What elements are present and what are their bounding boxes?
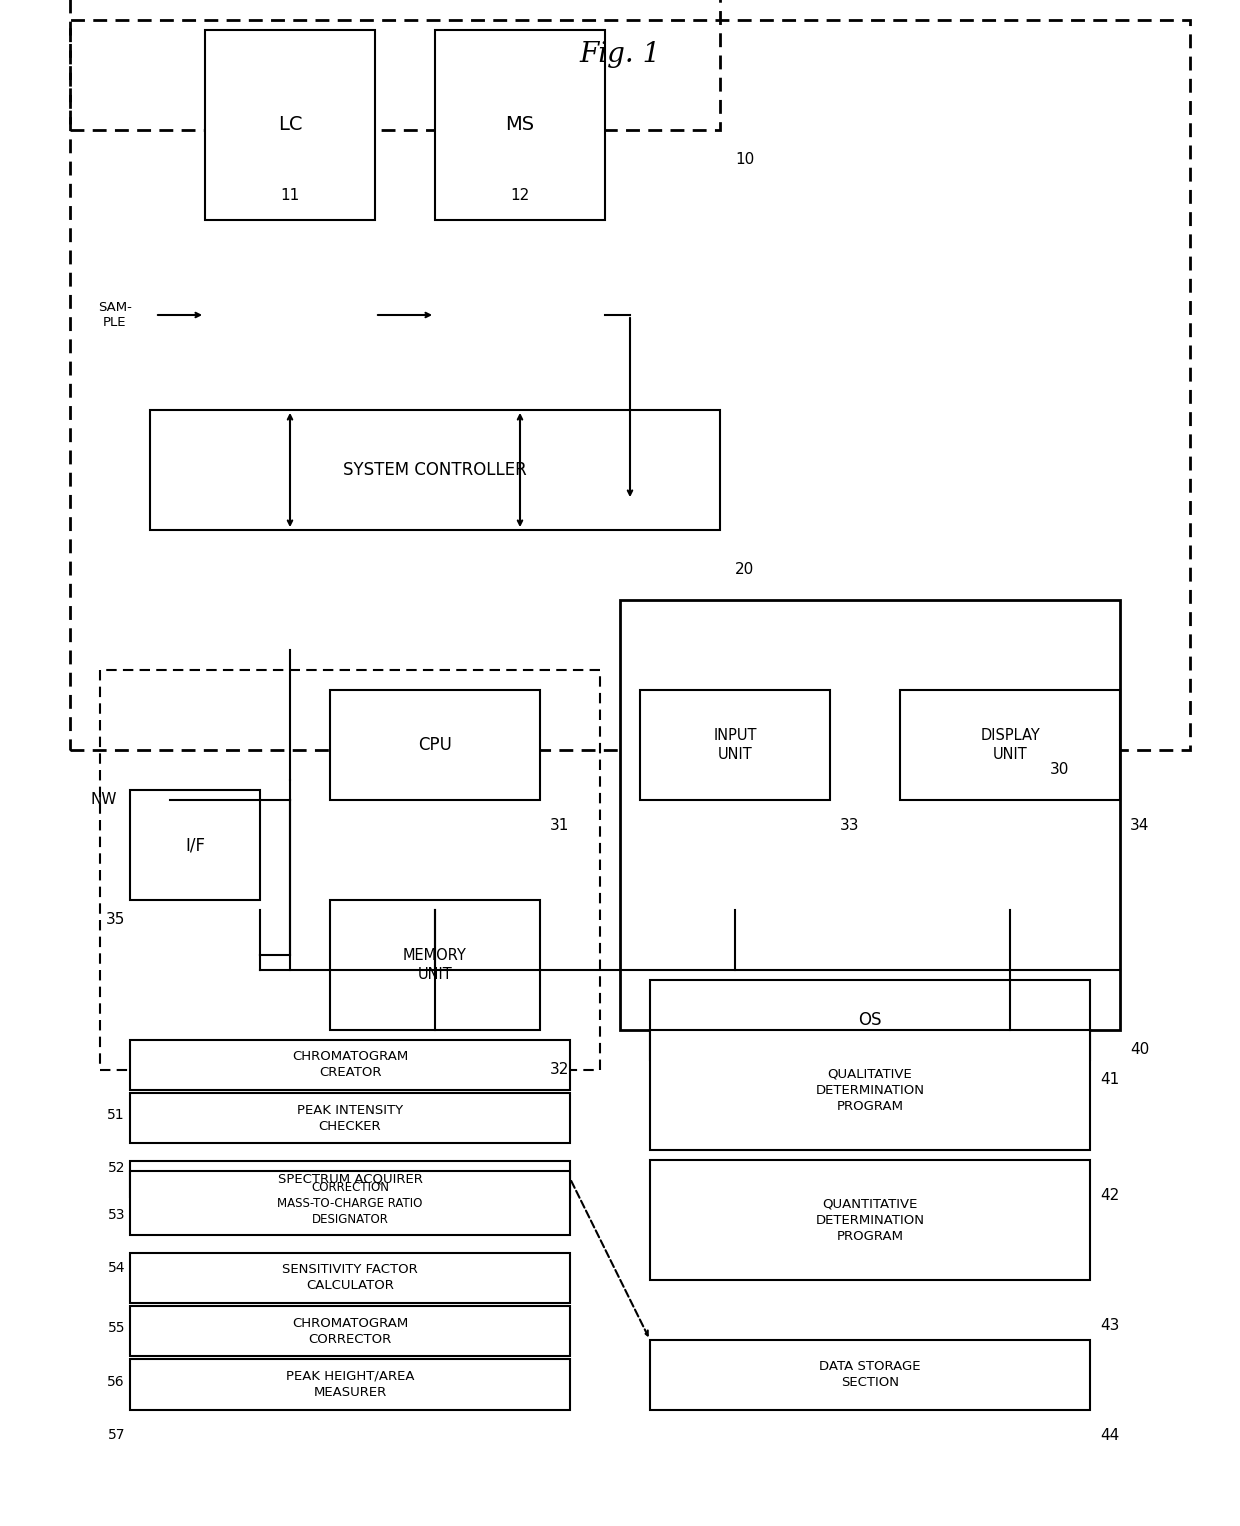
Text: INPUT
UNIT: INPUT UNIT xyxy=(713,728,756,761)
Text: 57: 57 xyxy=(108,1428,125,1442)
Text: DATA STORAGE
SECTION: DATA STORAGE SECTION xyxy=(820,1361,921,1390)
Text: QUALITATIVE
DETERMINATION
PROGRAM: QUALITATIVE DETERMINATION PROGRAM xyxy=(816,1068,925,1112)
Text: 54: 54 xyxy=(108,1260,125,1274)
Text: SENSITIVITY FACTOR
CALCULATOR: SENSITIVITY FACTOR CALCULATOR xyxy=(283,1264,418,1293)
Bar xyxy=(330,690,539,800)
Text: SPECTRUM ACQUIRER: SPECTRUM ACQUIRER xyxy=(278,1172,423,1186)
Text: 12: 12 xyxy=(511,188,529,203)
Text: PEAK INTENSITY
CHECKER: PEAK INTENSITY CHECKER xyxy=(296,1103,403,1132)
Bar xyxy=(435,31,605,220)
Text: SYSTEM CONTROLLER: SYSTEM CONTROLLER xyxy=(343,461,527,479)
Bar xyxy=(650,1340,1090,1410)
Text: CPU: CPU xyxy=(418,736,451,754)
Text: CORRECTION
MASS-TO-CHARGE RATIO
DESIGNATOR: CORRECTION MASS-TO-CHARGE RATIO DESIGNAT… xyxy=(278,1181,423,1225)
Bar xyxy=(650,980,1090,1061)
Text: 35: 35 xyxy=(105,913,125,928)
Bar xyxy=(205,31,374,220)
Bar xyxy=(900,690,1120,800)
Bar xyxy=(650,1160,1090,1280)
Bar xyxy=(130,1360,570,1410)
Text: 31: 31 xyxy=(551,818,569,833)
Text: 42: 42 xyxy=(1100,1187,1120,1202)
Text: DISPLAY
UNIT: DISPLAY UNIT xyxy=(980,728,1040,761)
Bar xyxy=(100,670,600,1070)
Text: 43: 43 xyxy=(1100,1317,1120,1332)
Text: LC: LC xyxy=(278,116,303,134)
Text: Fig. 1: Fig. 1 xyxy=(579,41,661,69)
Text: OS: OS xyxy=(858,1012,882,1029)
Text: 44: 44 xyxy=(1100,1427,1120,1442)
Bar xyxy=(330,900,539,1030)
Text: 53: 53 xyxy=(108,1207,125,1221)
Text: CHROMATOGRAM
CORRECTOR: CHROMATOGRAM CORRECTOR xyxy=(291,1317,408,1346)
Text: I/F: I/F xyxy=(185,836,205,855)
Text: QUANTITATIVE
DETERMINATION
PROGRAM: QUANTITATIVE DETERMINATION PROGRAM xyxy=(816,1198,925,1242)
Text: PEAK HEIGHT/AREA
MEASURER: PEAK HEIGHT/AREA MEASURER xyxy=(285,1370,414,1399)
Bar xyxy=(130,1170,570,1236)
Bar xyxy=(620,600,1120,1030)
Bar xyxy=(130,790,260,900)
Text: 41: 41 xyxy=(1100,1073,1120,1088)
Bar xyxy=(650,1030,1090,1151)
Text: SAM-
PLE: SAM- PLE xyxy=(98,301,131,330)
Text: 10: 10 xyxy=(735,153,754,168)
Bar xyxy=(130,1039,570,1090)
Text: 34: 34 xyxy=(1130,818,1149,833)
Text: 11: 11 xyxy=(280,188,300,203)
Text: 30: 30 xyxy=(1050,763,1069,778)
Text: MEMORY
UNIT: MEMORY UNIT xyxy=(403,948,467,981)
Text: 56: 56 xyxy=(108,1375,125,1389)
Text: 33: 33 xyxy=(839,818,859,833)
Bar xyxy=(69,20,1190,749)
Bar xyxy=(150,410,720,530)
Text: NW: NW xyxy=(91,792,117,807)
Text: 40: 40 xyxy=(1130,1042,1149,1058)
Bar xyxy=(640,690,830,800)
Bar xyxy=(130,1161,570,1196)
Bar xyxy=(130,1093,570,1143)
Text: 20: 20 xyxy=(735,563,754,577)
Text: 52: 52 xyxy=(108,1161,125,1175)
Text: 32: 32 xyxy=(551,1062,569,1077)
Text: MS: MS xyxy=(506,116,534,134)
Bar xyxy=(130,1306,570,1357)
Text: 51: 51 xyxy=(108,1108,125,1122)
Bar xyxy=(130,1253,570,1303)
Text: CHROMATOGRAM
CREATOR: CHROMATOGRAM CREATOR xyxy=(291,1050,408,1079)
Bar xyxy=(69,0,720,130)
Text: 55: 55 xyxy=(108,1322,125,1335)
